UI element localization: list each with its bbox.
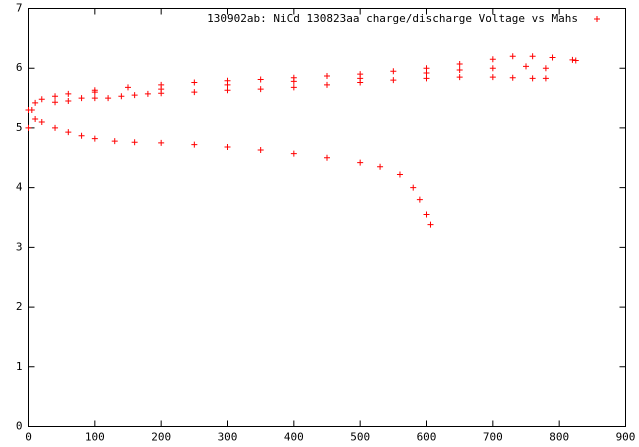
point: [158, 139, 165, 146]
point: [105, 95, 112, 102]
point: [131, 92, 138, 99]
point: [78, 95, 85, 102]
point: [529, 75, 536, 82]
point: [489, 56, 496, 63]
point: [523, 63, 529, 70]
point: [91, 95, 98, 102]
point: [390, 68, 397, 75]
y-tick-label: 6: [16, 61, 23, 74]
x-tick-label: 0: [25, 431, 32, 444]
point: [257, 86, 264, 93]
point: [549, 54, 556, 61]
point: [290, 84, 297, 91]
point: [65, 90, 72, 97]
point: [32, 115, 39, 122]
point: [456, 61, 463, 68]
point: [191, 89, 198, 96]
point: [144, 90, 151, 97]
point: [131, 139, 138, 146]
point: [257, 147, 264, 154]
point: [509, 74, 516, 81]
point: [290, 78, 297, 85]
point: [91, 135, 98, 142]
point: [52, 124, 59, 131]
point: [427, 221, 434, 228]
point: [509, 53, 516, 60]
legend-marker: [594, 16, 600, 22]
point: [32, 99, 39, 106]
point: [423, 75, 430, 82]
y-tick-label: 7: [16, 2, 23, 15]
point: [357, 159, 364, 166]
point: [158, 86, 165, 93]
point: [324, 72, 330, 79]
x-tick-label: 500: [350, 431, 370, 444]
point: [423, 211, 430, 218]
point: [572, 57, 579, 64]
x-tick-label: 400: [284, 431, 304, 444]
point: [38, 96, 45, 103]
point: [191, 79, 198, 86]
x-tick-label: 800: [549, 431, 569, 444]
point: [396, 171, 403, 178]
point: [224, 144, 231, 151]
point: [224, 81, 231, 88]
point: [456, 74, 463, 81]
point: [377, 163, 384, 170]
plot-frame: [28, 8, 626, 427]
x-tick-label: 200: [151, 431, 171, 444]
point: [456, 67, 463, 74]
point: [489, 65, 496, 72]
point: [28, 107, 35, 114]
point: [78, 132, 85, 139]
point: [52, 93, 59, 100]
y-tick-label: 4: [16, 181, 23, 194]
point: [416, 196, 423, 203]
y-tick-label: 2: [16, 300, 23, 313]
point: [257, 76, 264, 83]
point: [529, 53, 536, 60]
point: [65, 129, 72, 136]
point: [357, 75, 364, 82]
point: [324, 81, 330, 88]
point: [390, 77, 397, 84]
point: [191, 141, 198, 148]
point: [423, 69, 430, 76]
point: [52, 99, 59, 106]
x-tick-label: 900: [616, 431, 636, 444]
point: [91, 89, 98, 96]
point: [489, 74, 496, 81]
x-tick-label: 100: [85, 431, 105, 444]
y-tick-label: 0: [16, 420, 23, 433]
point: [542, 65, 549, 72]
legend-label: 130902ab: NiCd 130823aa charge/discharge…: [207, 12, 578, 25]
point: [324, 154, 330, 161]
point: [125, 84, 131, 91]
x-tick-label: 600: [417, 431, 437, 444]
point: [569, 56, 576, 63]
y-tick-label: 1: [16, 360, 23, 373]
point: [65, 98, 72, 105]
point: [38, 118, 45, 125]
y-tick-label: 5: [16, 121, 23, 134]
point: [410, 184, 417, 191]
point: [542, 75, 549, 82]
point: [118, 93, 125, 100]
x-tick-label: 300: [218, 431, 238, 444]
y-tick-label: 3: [16, 240, 23, 253]
point: [25, 124, 32, 131]
point: [290, 150, 297, 157]
point: [224, 87, 231, 94]
point: [111, 138, 118, 145]
x-tick-label: 700: [483, 431, 503, 444]
